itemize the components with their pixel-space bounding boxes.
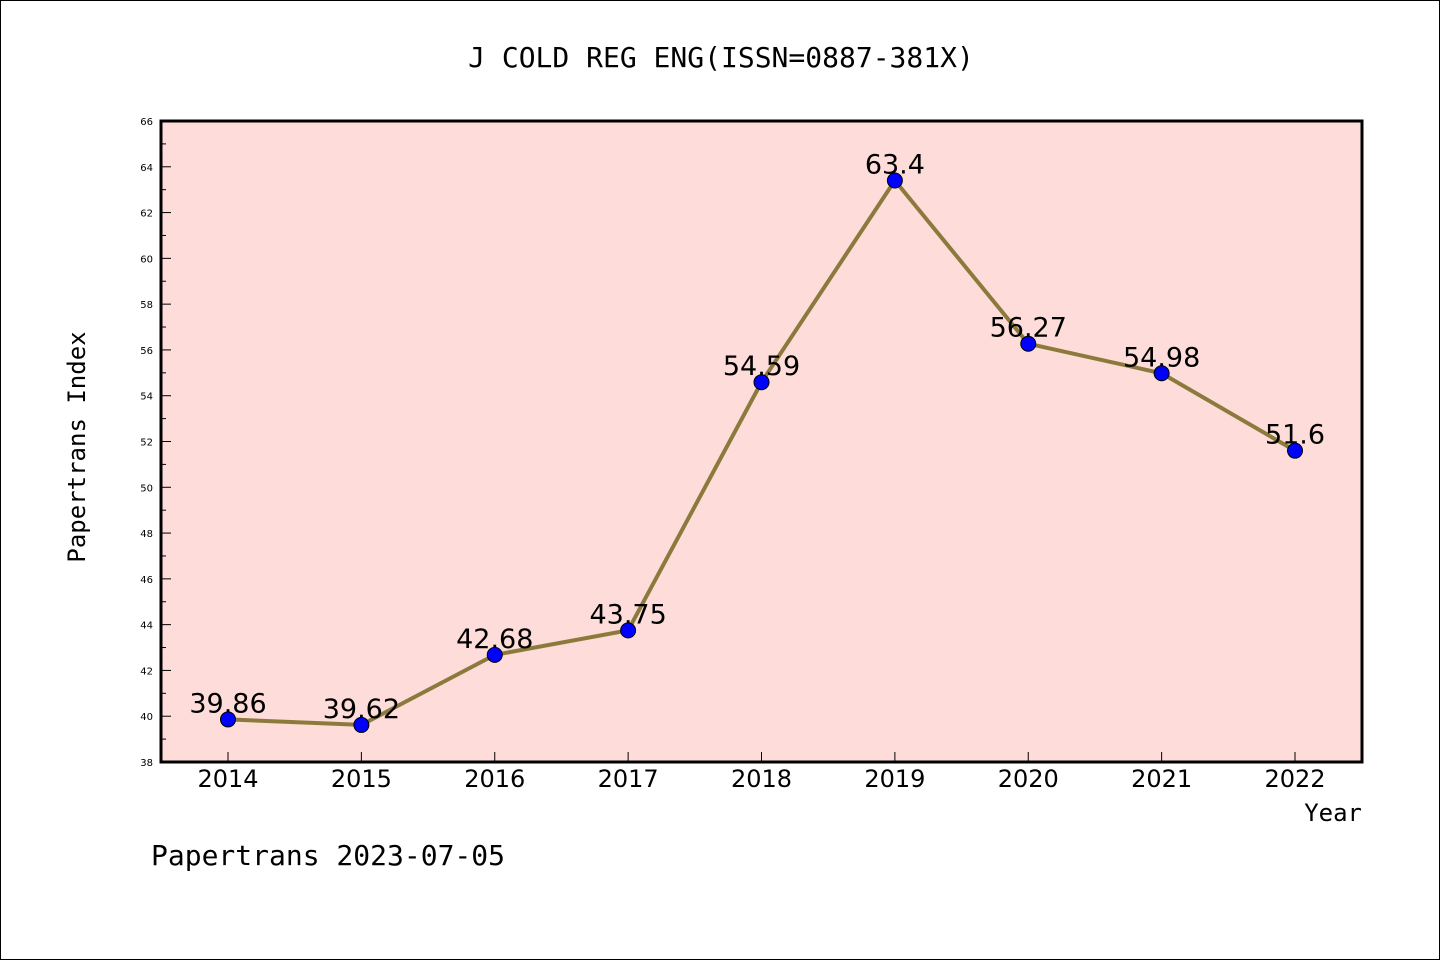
data-point: [753, 374, 770, 391]
data-label: 42.68: [456, 624, 533, 655]
y-tick-label: 52: [140, 438, 153, 449]
y-tick-label: 62: [140, 209, 153, 220]
x-tick-label: 2017: [598, 765, 659, 793]
data-point: [620, 622, 637, 639]
x-tick-label: 2014: [197, 765, 258, 793]
data-label: 43.75: [589, 599, 666, 630]
y-tick-label: 64: [140, 163, 153, 174]
data-point: [1153, 365, 1170, 382]
y-tick-label: 40: [140, 712, 153, 723]
plot-area: [161, 121, 1362, 762]
y-tick-label: 60: [140, 254, 153, 265]
y-axis-label: Papertrans Index: [63, 331, 91, 562]
y-tick-label: 48: [140, 529, 153, 540]
x-axis-label: Year: [1304, 799, 1362, 827]
data-labels: 39.86 39.62 42.68 43.75 54.59 63.4 56.27 54.98 5…: [189, 150, 1325, 725]
data-point: [1287, 442, 1303, 459]
x-tick-label: 2016: [464, 765, 525, 793]
data-label: 39.86: [189, 688, 266, 719]
data-label: 39.62: [323, 694, 400, 725]
footer-date: Papertrans 2023-07-05: [151, 839, 505, 872]
x-tick-label: 2018: [731, 765, 792, 793]
y-tick-label: 38: [140, 758, 153, 769]
y-tick-label: 50: [140, 483, 153, 494]
y-tick-label: 42: [140, 666, 153, 677]
plot-border: [159, 119, 1364, 764]
y-tick-label: 54: [140, 392, 153, 403]
series-markers: [220, 172, 1303, 733]
data-label: 54.98: [1123, 342, 1200, 373]
data-label: 54.59: [723, 351, 800, 382]
y-tick-label: 58: [140, 300, 153, 311]
x-tick-label: 2020: [998, 765, 1059, 793]
data-point: [220, 711, 236, 728]
y-tick-label: 46: [140, 575, 153, 586]
chart-title: J COLD REG ENG(ISSN=0887-381X): [468, 41, 974, 74]
x-tick-label: 2021: [1131, 765, 1192, 793]
data-point: [353, 716, 370, 733]
x-tick-label: 2019: [864, 765, 925, 793]
data-label: 51.6: [1265, 420, 1325, 451]
y-tick-label: 56: [140, 346, 153, 357]
data-point: [1020, 335, 1037, 352]
y-axis: 38 40 42 44 46 48 50 52 54 56 58 60 62 64 66: [140, 117, 171, 769]
data-point: [886, 172, 903, 189]
y-tick-label: 66: [140, 117, 153, 128]
data-label: 63.4: [865, 150, 925, 181]
data-label: 56.27: [990, 313, 1067, 344]
y-tick-label: 44: [140, 621, 153, 632]
data-point: [486, 646, 503, 663]
x-tick-label: 2022: [1264, 765, 1325, 793]
x-tick-label: 2015: [331, 765, 392, 793]
x-axis: 2014 2015 2016 2017 2018 2019 2020 2021 2022: [197, 752, 1326, 793]
